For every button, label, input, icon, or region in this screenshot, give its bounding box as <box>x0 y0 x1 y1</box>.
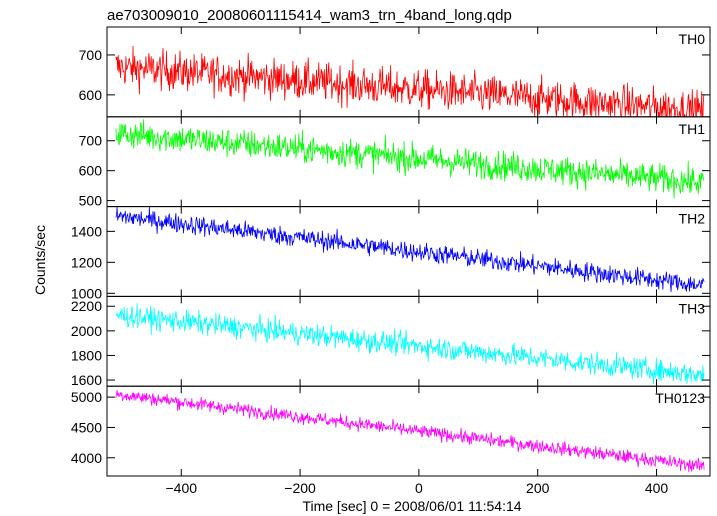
x-axis-label: Time [sec] 0 = 2008/06/01 11:54:14 <box>302 498 521 514</box>
y-tick-label: 700 <box>79 133 103 149</box>
x-tick-label: 0 <box>415 480 423 496</box>
y-tick-label: 2200 <box>71 298 102 314</box>
panel-frame-th2 <box>106 206 711 297</box>
x-tick-label: −400 <box>165 480 197 496</box>
series-line-th3 <box>115 303 705 385</box>
x-tick-label: 400 <box>645 480 669 496</box>
panel-label-th3: TH3 <box>679 300 706 316</box>
y-tick-label: 1000 <box>71 285 102 301</box>
series-line-th2 <box>115 206 705 292</box>
panel-label-th2: TH2 <box>679 211 706 227</box>
y-tick-label: 500 <box>79 193 103 209</box>
y-axis-label: Counts/sec <box>32 225 48 295</box>
y-tick-label: 1600 <box>71 372 102 388</box>
y-tick-label: 1200 <box>71 254 102 270</box>
series-line-th0 <box>115 45 705 118</box>
panel-frame-th3 <box>106 295 711 387</box>
y-tick-label: 4500 <box>71 419 102 435</box>
panel-label-th1: TH1 <box>679 121 706 137</box>
x-tick-label: −200 <box>284 480 316 496</box>
chart-title: ae703009010_20080601115414_wam3_trn_4ban… <box>107 7 512 24</box>
y-tick-label: 600 <box>79 87 103 103</box>
y-tick-label: 5000 <box>71 389 102 405</box>
panel-label-th0123: TH0123 <box>655 390 705 406</box>
y-tick-label: 600 <box>79 163 103 179</box>
y-tick-label: 2000 <box>71 323 102 339</box>
panel-frame-th0123 <box>106 385 711 477</box>
panel-label-th0: TH0 <box>679 31 706 47</box>
panels: 600 700 TH0 500 600 700 TH1 1000 1200 1400 TH2 1600… <box>71 26 711 496</box>
x-tick-label: 200 <box>526 480 550 496</box>
series-line-th1 <box>115 119 705 199</box>
y-tick-label: 1400 <box>71 223 102 239</box>
series-line-th0123 <box>115 390 705 472</box>
y-tick-label: 4000 <box>71 450 102 466</box>
y-tick-label: 1800 <box>71 347 102 363</box>
y-tick-label: 700 <box>79 47 103 63</box>
